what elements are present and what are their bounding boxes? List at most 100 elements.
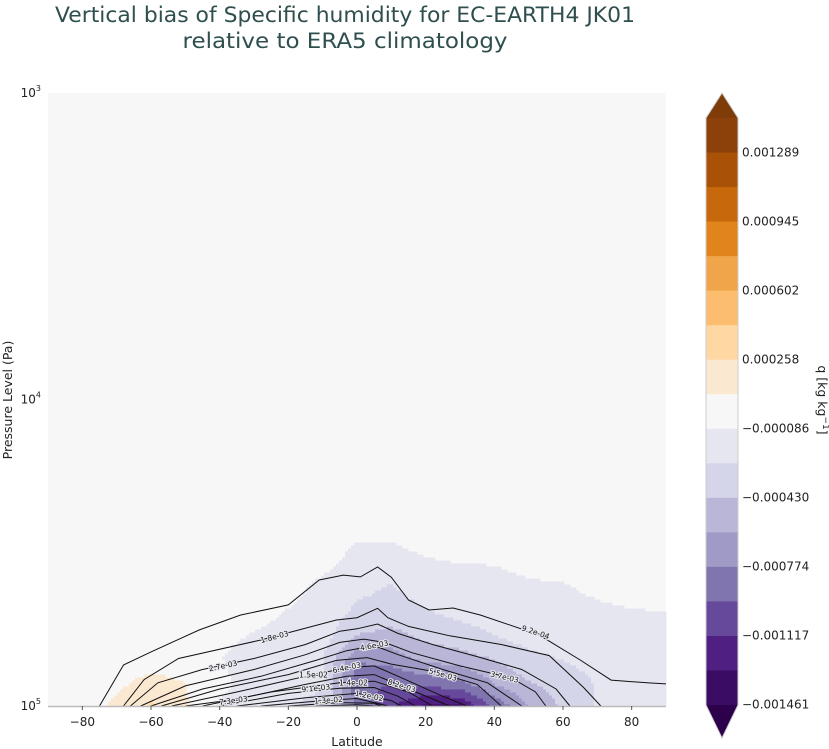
bias-cell xyxy=(405,563,409,567)
bias-cell xyxy=(447,569,451,573)
bias-cell xyxy=(486,590,490,594)
bias-cell xyxy=(453,650,457,654)
bias-cell xyxy=(243,647,247,651)
bias-cell xyxy=(240,671,244,675)
bias-cell xyxy=(399,626,403,630)
bias-cell xyxy=(651,644,655,648)
bias-cell xyxy=(252,653,256,657)
bias-cell xyxy=(378,563,382,567)
bias-cell xyxy=(375,560,379,564)
bias-cell xyxy=(645,620,649,624)
bias-cell xyxy=(351,626,355,630)
bias-cell xyxy=(255,671,259,675)
bias-cell xyxy=(348,593,352,597)
bias-cell xyxy=(444,638,448,642)
bias-cell xyxy=(402,653,406,657)
bias-cell xyxy=(552,644,556,648)
bias-cell xyxy=(375,572,379,576)
bias-cell xyxy=(264,674,268,678)
bias-cell xyxy=(303,614,307,618)
bias-cell xyxy=(660,650,664,654)
bias-cell xyxy=(639,656,643,660)
bias-cell xyxy=(360,608,364,612)
bias-cell xyxy=(438,575,442,579)
bias-cell xyxy=(420,614,424,618)
bias-cell xyxy=(459,632,463,636)
bias-cell xyxy=(567,602,571,606)
bias-cell xyxy=(372,596,376,600)
bias-cell xyxy=(609,623,613,627)
bias-cell xyxy=(390,656,394,660)
bias-cell xyxy=(423,560,427,564)
bias-cell xyxy=(489,650,493,654)
bias-cell xyxy=(612,620,616,624)
bias-cell xyxy=(348,551,352,555)
bias-cell xyxy=(567,623,571,627)
bias-cell xyxy=(579,650,583,654)
bias-cell xyxy=(315,593,319,597)
bias-cell xyxy=(366,653,370,657)
bias-cell xyxy=(375,614,379,618)
bias-cell xyxy=(399,641,403,645)
bias-cell xyxy=(375,545,379,549)
bias-cell xyxy=(180,683,184,687)
bias-cell xyxy=(492,581,496,585)
bias-cell xyxy=(285,611,289,615)
bias-cell xyxy=(531,629,535,633)
bias-cell xyxy=(477,617,481,621)
bias-cell xyxy=(414,584,418,588)
bias-cell xyxy=(510,665,514,669)
bias-cell xyxy=(471,641,475,645)
bias-cell xyxy=(291,611,295,615)
bias-cell xyxy=(516,602,520,606)
bias-cell xyxy=(333,620,337,624)
bias-cell xyxy=(474,581,478,585)
bias-cell xyxy=(534,671,538,675)
bias-cell xyxy=(528,593,532,597)
bias-cell xyxy=(624,608,628,612)
bias-cell xyxy=(486,614,490,618)
bias-cell xyxy=(282,638,286,642)
bias-cell xyxy=(408,551,412,555)
bias-cell xyxy=(480,584,484,588)
bias-cell xyxy=(324,602,328,606)
bias-cell xyxy=(309,635,313,639)
bias-cell xyxy=(498,671,502,675)
bias-cell xyxy=(462,626,466,630)
bias-cell xyxy=(387,620,391,624)
bias-cell xyxy=(483,632,487,636)
bias-cell xyxy=(447,581,451,585)
bias-cell xyxy=(288,617,292,621)
bias-cell xyxy=(276,653,280,657)
bias-cell xyxy=(342,674,346,678)
bias-cell xyxy=(399,557,403,561)
bias-cell xyxy=(549,590,553,594)
bias-cell xyxy=(153,677,157,681)
bias-cell xyxy=(498,614,502,618)
bias-cell xyxy=(390,569,394,573)
bias-cell xyxy=(576,632,580,636)
bias-cell xyxy=(357,650,361,654)
bias-cell xyxy=(594,599,598,603)
bias-cell xyxy=(408,677,412,681)
bias-cell xyxy=(393,638,397,642)
bias-cell xyxy=(579,644,583,648)
bias-cell xyxy=(510,584,514,588)
bias-cell xyxy=(540,641,544,645)
bias-cell xyxy=(477,671,481,675)
bias-cell xyxy=(303,629,307,633)
bias-cell xyxy=(285,677,289,681)
bias-cell xyxy=(561,659,565,663)
bias-cell xyxy=(651,611,655,615)
bias-cell xyxy=(492,587,496,591)
bias-cell xyxy=(408,563,412,567)
bias-cell xyxy=(654,641,658,645)
bias-cell xyxy=(309,683,313,687)
bias-cell xyxy=(330,641,334,645)
bias-cell xyxy=(345,650,349,654)
bias-cell xyxy=(282,644,286,648)
bias-cell xyxy=(267,653,271,657)
bias-cell xyxy=(333,599,337,603)
bias-cell xyxy=(477,575,481,579)
bias-cell xyxy=(432,596,436,600)
